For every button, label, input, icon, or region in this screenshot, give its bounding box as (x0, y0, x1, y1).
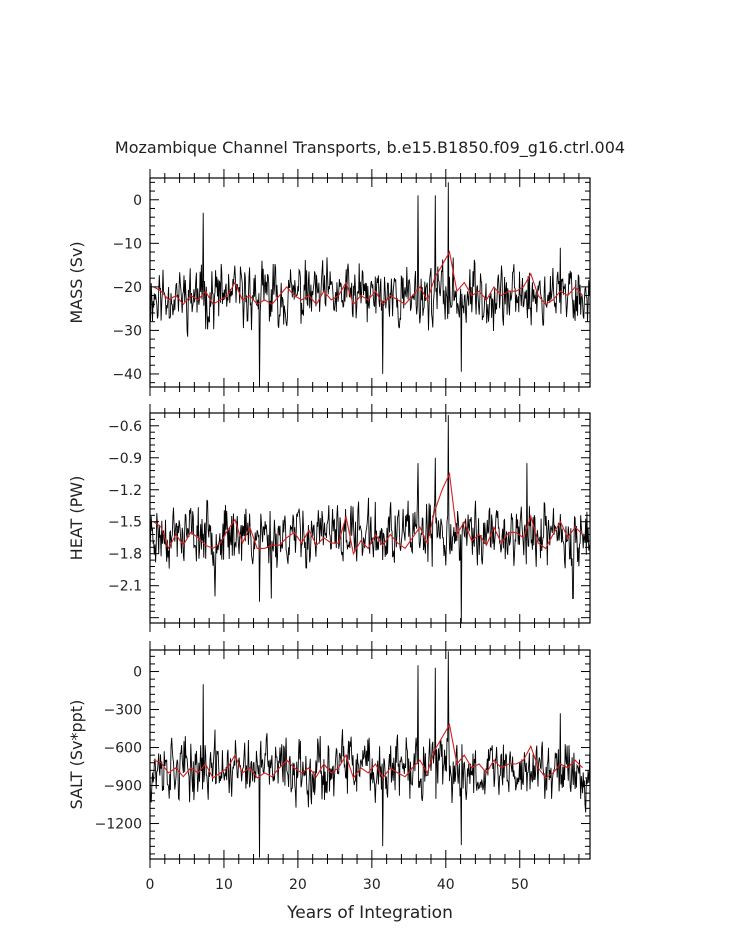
y-tick-label: −0.6 (108, 419, 142, 435)
plot-frame (149, 177, 591, 388)
monthly-series-line (150, 415, 590, 623)
panel-mass: 0 −10 −20 −30 −40 MASS (Sv) (67, 169, 591, 396)
annual-smoothed-series-line (153, 723, 583, 780)
y-tick-label: −1.8 (108, 547, 142, 563)
y-tick-label: −1.5 (108, 515, 142, 531)
y-tick-label: −1.2 (108, 483, 142, 499)
x-tick-label: 0 (146, 877, 155, 893)
y-axis-label-heat: HEAT (PW) (67, 476, 86, 561)
monthly-series-line (150, 182, 590, 387)
y-tick-label: −0.9 (108, 451, 142, 467)
panel-salt: 0 −300 −600 −900 −1200 SALT (Sv*ppt) 0 10 20 30 40… (67, 641, 591, 893)
plot-frame (149, 649, 591, 860)
annual-smoothed-series-line (153, 250, 584, 306)
y-tick-label: 0 (133, 665, 142, 681)
x-tick-label: 40 (437, 877, 455, 893)
panel-heat: −0.6 −0.9 −1.2 −1.5 −1.8 −2.1 HEAT (PW) (67, 404, 591, 632)
y-tick-label: −900 (104, 779, 142, 795)
y-tick-label: −1200 (95, 817, 142, 833)
y-tick-label: −30 (112, 323, 142, 339)
y-tick-label: −300 (104, 703, 142, 719)
panels-group: 0 −10 −20 −30 −40 MASS (Sv) −0.6 −0.9 −1.2 −1.5 −1… (67, 169, 591, 893)
y-tick-label: −10 (112, 236, 142, 252)
plot-frame (149, 412, 591, 624)
x-tick-label: 10 (215, 877, 233, 893)
y-axis-label-salt: SALT (Sv*ppt) (67, 700, 86, 810)
x-tick-label: 20 (289, 877, 307, 893)
y-axis-label-mass: MASS (Sv) (67, 241, 86, 323)
y-tick-label: −40 (112, 367, 142, 383)
monthly-series-line (150, 651, 590, 858)
y-tick-label: −20 (112, 280, 142, 296)
x-tick-label: 50 (511, 877, 529, 893)
x-axis-label: Years of Integration (286, 903, 453, 923)
y-tick-label: 0 (133, 193, 142, 209)
y-tick-label: −2.1 (108, 579, 142, 595)
x-tick-label: 30 (363, 877, 381, 893)
annual-smoothed-series-line (153, 471, 583, 556)
figure-title: Mozambique Channel Transports, b.e15.B18… (115, 138, 625, 158)
y-tick-label: −600 (104, 741, 142, 757)
